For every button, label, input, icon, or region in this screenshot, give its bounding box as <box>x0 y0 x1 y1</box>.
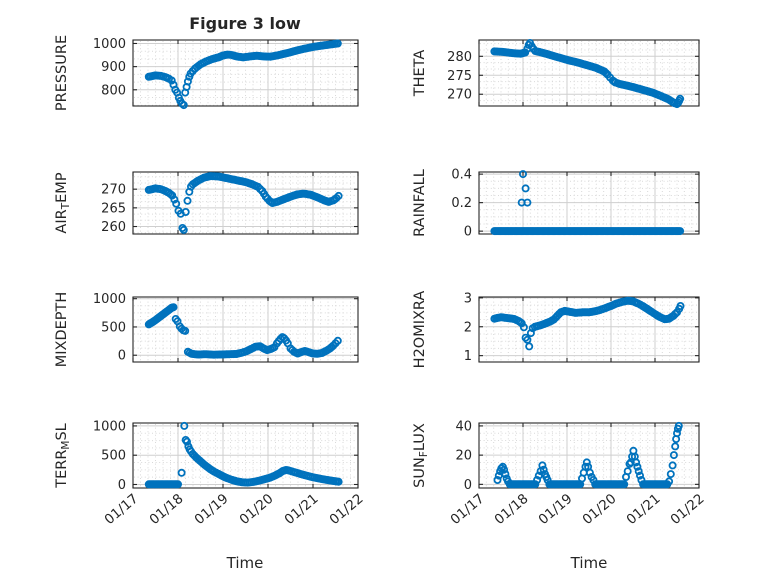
y-axis-label-h2omixra: H2OMIXRA <box>412 291 428 369</box>
y-tick-label: 280 <box>447 50 472 65</box>
plot-box <box>478 296 700 363</box>
y-axis-label-pressure: PRESSURE <box>54 35 70 111</box>
data-series <box>490 170 685 236</box>
plot-box <box>478 39 700 107</box>
y-tick-label: 1000 <box>93 37 126 52</box>
plot-box <box>132 296 359 363</box>
y-tick-label: 500 <box>101 449 126 464</box>
tick-marks <box>478 297 700 362</box>
y-tick-labels: 270 275 280 <box>447 50 472 103</box>
data-series <box>493 421 683 489</box>
subplot-air-temp: 260 265 270 AIRTEMP <box>54 171 359 235</box>
data-series <box>144 39 342 110</box>
y-tick-label: 800 <box>101 83 126 98</box>
subplot-theta: 270 275 280 THETA <box>412 39 700 109</box>
y-axis-label-mixdepth: MIXDEPTH <box>54 292 70 368</box>
y-tick-label: 3 <box>464 291 472 306</box>
y-tick-label: 1000 <box>93 419 126 434</box>
tick-marks <box>132 423 359 488</box>
subplot-pressure: 800 900 1000 PRESSURE <box>54 35 359 111</box>
y-tick-label: 265 <box>101 201 126 216</box>
x-tick-label: 01/20 <box>236 491 276 528</box>
x-tick-label: 01/17 <box>447 491 487 528</box>
y-tick-label: 0 <box>464 478 472 493</box>
x-axis-label: Time <box>570 554 608 572</box>
x-tick-label: 01/21 <box>623 491 663 528</box>
subplot-rainfall: 0 0.2 0.4 RAINFALL <box>412 168 700 240</box>
minor-grid <box>480 173 698 233</box>
subplot-terr-msl: 0 500 1000 TERRMSL 01/17 01/18 01/19 01/20 01/21… <box>54 419 367 572</box>
tick-marks <box>132 297 359 362</box>
subplot-sun-flux: 0 20 40 SUNFLUX 01/17 01/18 01/19 01/20 01/21 01/… <box>412 419 708 572</box>
x-axis-label: Time <box>226 554 264 572</box>
major-grid <box>133 40 358 106</box>
x-tick-labels: 01/17 01/18 01/19 01/20 01/21 01/22 <box>101 491 366 528</box>
y-tick-label: 270 <box>447 88 472 103</box>
y-tick-labels: 800 900 1000 <box>93 37 126 98</box>
x-tick-label: 01/19 <box>191 491 231 528</box>
y-tick-label: 0 <box>464 225 472 240</box>
major-grid <box>133 172 358 234</box>
y-tick-label: 0 <box>118 478 126 493</box>
y-tick-label: 275 <box>447 69 472 84</box>
tick-marks <box>478 423 700 488</box>
minor-grid <box>480 298 698 361</box>
plot-box <box>132 171 359 235</box>
y-axis-label-air-temp: AIRTEMP <box>54 172 72 233</box>
y-tick-label: 0 <box>118 349 126 364</box>
x-tick-label: 01/22 <box>326 491 366 528</box>
y-tick-label: 20 <box>455 449 472 464</box>
data-series <box>490 296 685 351</box>
x-tick-label: 01/18 <box>146 491 186 528</box>
subplot-h2omixra: 1 2 3 H2OMIXRA <box>412 291 700 369</box>
y-tick-label: 270 <box>101 183 126 198</box>
figure-title: Figure 3 low <box>189 14 301 33</box>
x-tick-labels: 01/17 01/18 01/19 01/20 01/21 01/22 <box>447 491 707 528</box>
tick-marks <box>132 172 359 234</box>
x-tick-label: 01/18 <box>491 491 531 528</box>
y-tick-labels: 1 2 3 <box>464 291 472 364</box>
minor-grid <box>134 41 357 106</box>
y-axis-label-sun-flux: SUNFLUX <box>412 423 430 488</box>
y-tick-labels: 0 0.2 0.4 <box>451 168 472 240</box>
x-tick-label: 01/21 <box>281 491 321 528</box>
y-tick-label: 1 <box>464 349 472 364</box>
data-series <box>144 303 342 359</box>
tick-marks <box>478 40 700 106</box>
y-tick-label: 40 <box>455 419 472 434</box>
y-tick-labels: 0 20 40 <box>455 419 472 492</box>
y-tick-label: 900 <box>101 60 126 75</box>
y-axis-label-theta: THETA <box>412 50 428 98</box>
x-tick-label: 01/19 <box>535 491 575 528</box>
subplot-mixdepth: 0 500 1000 MIXDEPTH <box>54 292 359 368</box>
y-tick-label: 0.4 <box>451 168 472 183</box>
data-series <box>144 172 343 234</box>
y-tick-labels: 0 500 1000 <box>93 419 126 493</box>
y-axis-label-terr-msl: TERRMSL <box>54 423 72 489</box>
y-tick-label: 260 <box>101 220 126 235</box>
data-series <box>144 421 343 489</box>
y-tick-label: 2 <box>464 320 472 335</box>
y-tick-labels: 0 500 1000 <box>93 292 126 364</box>
data-series <box>490 39 685 109</box>
y-tick-label: 500 <box>101 320 126 335</box>
tick-marks <box>132 40 359 106</box>
x-tick-label: 01/17 <box>101 491 141 528</box>
y-tick-label: 1000 <box>93 292 126 307</box>
y-tick-label: 0.2 <box>451 196 472 211</box>
x-tick-label: 01/22 <box>667 491 707 528</box>
y-axis-label-rainfall: RAINFALL <box>412 169 428 237</box>
x-tick-label: 01/20 <box>579 491 619 528</box>
y-tick-labels: 260 265 270 <box>101 183 126 235</box>
plot-box <box>132 39 359 107</box>
